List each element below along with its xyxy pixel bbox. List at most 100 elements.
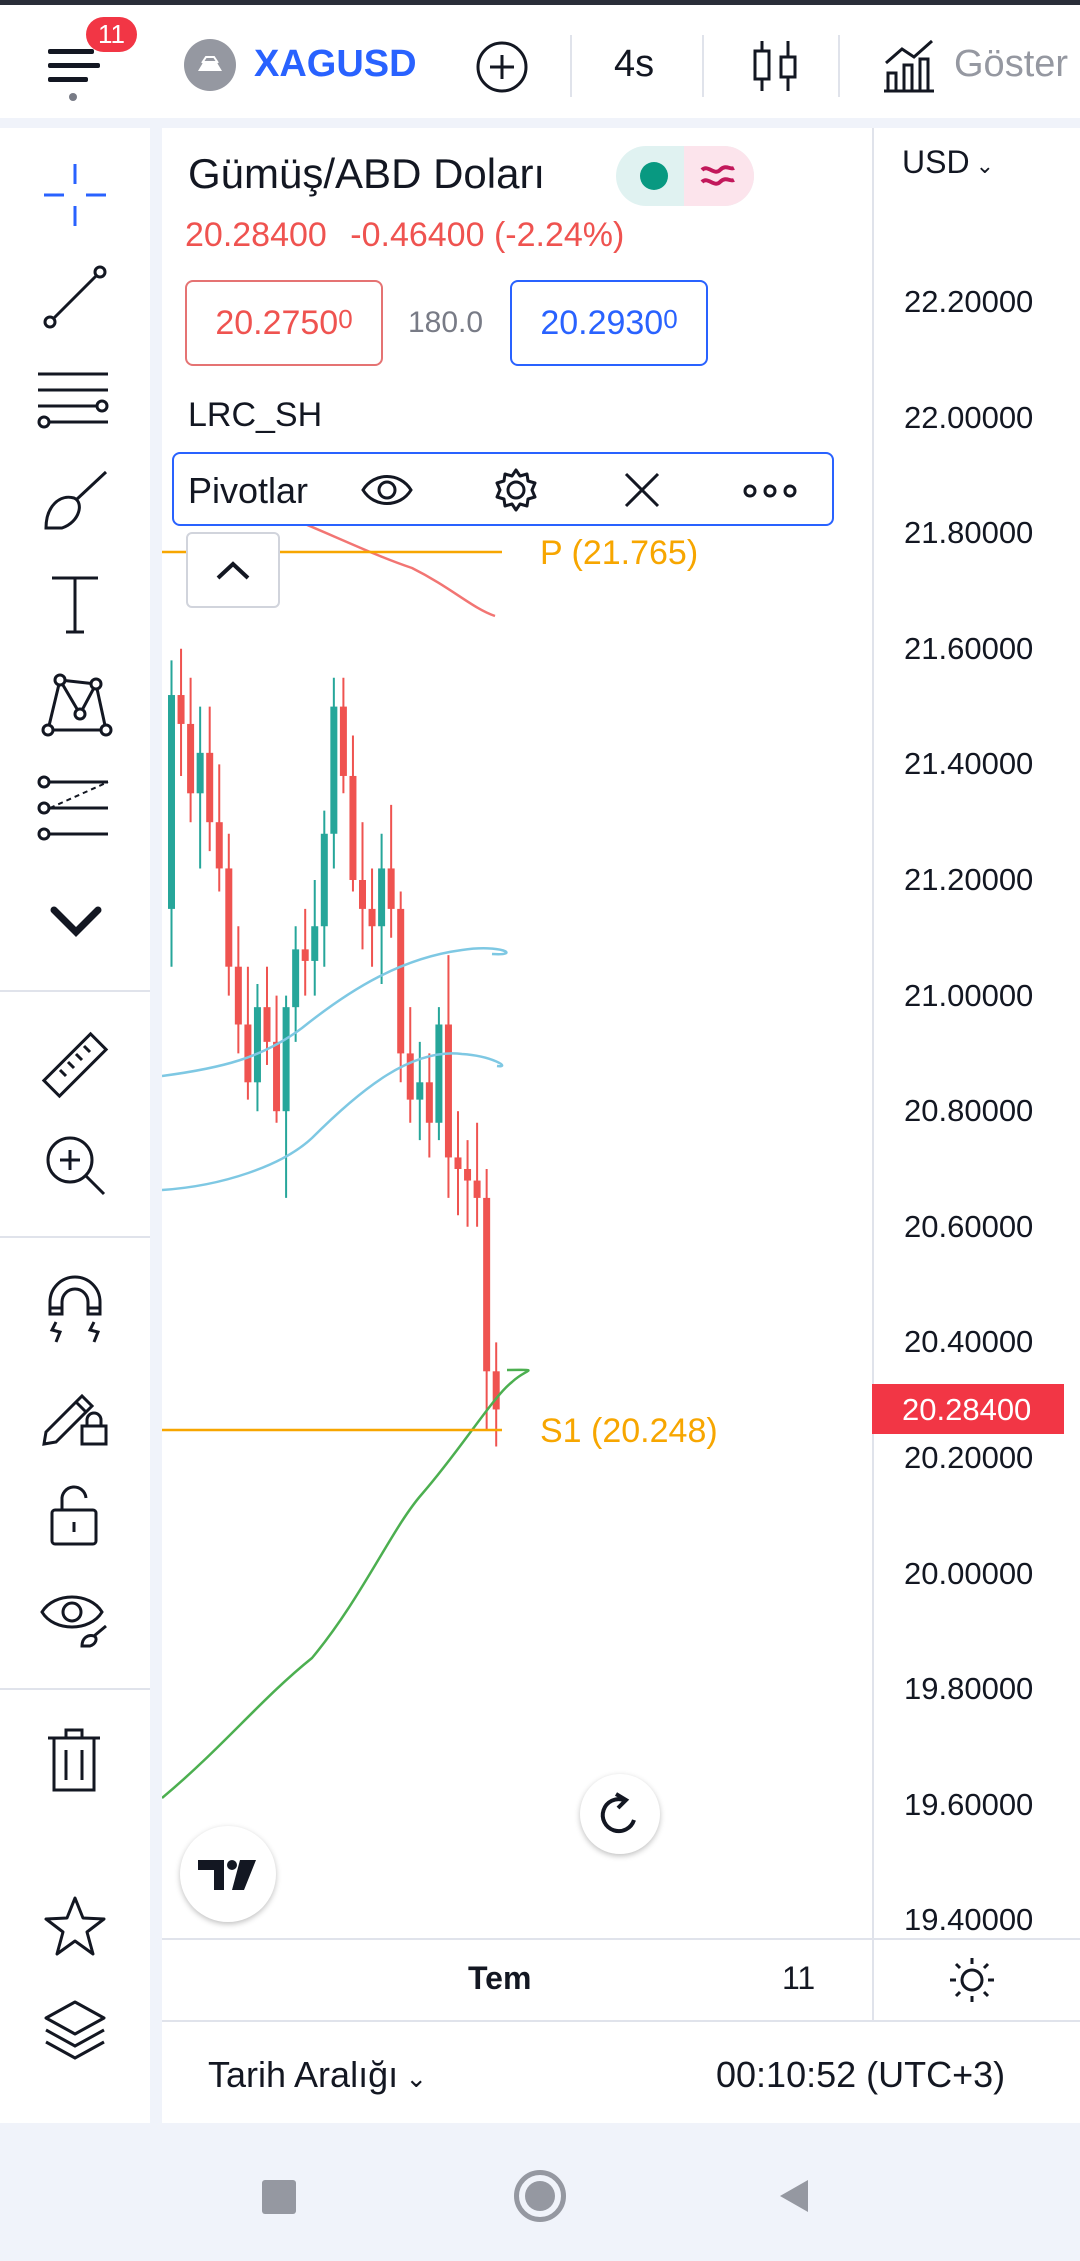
hide-drawings-icon[interactable] <box>38 1582 112 1652</box>
buy-button[interactable]: 20.2930 0 <box>510 280 708 366</box>
date-range-selector[interactable]: Tarih Aralığı ⌄ <box>208 2054 427 2096</box>
top-toolbar: 11 XAGUSD 4s Göster <box>0 0 1080 118</box>
candle-body <box>292 949 300 1008</box>
interval-selector[interactable]: 4s <box>614 43 655 85</box>
pivot-s1-label: S1 (20.248) <box>540 1412 718 1450</box>
candle-body <box>349 775 357 880</box>
study-label[interactable]: LRC_SH <box>188 396 323 434</box>
candle-body <box>244 1024 252 1083</box>
fib-retracement-icon[interactable] <box>36 364 112 434</box>
layers-icon[interactable] <box>42 1996 108 2062</box>
indicators-icon[interactable] <box>880 37 938 95</box>
crosshair-icon[interactable] <box>40 160 110 230</box>
lock-drawing-icon[interactable] <box>38 1376 112 1450</box>
menu-icon[interactable] <box>40 35 110 105</box>
price-axis-label: 21.80000 <box>904 515 1034 551</box>
candle-body <box>225 868 233 967</box>
price-axis-label: 20.80000 <box>904 1093 1034 1129</box>
candle-body <box>215 822 223 869</box>
system-navigation-bar <box>0 2130 1080 2261</box>
candles-icon[interactable] <box>746 35 806 97</box>
back-icon[interactable] <box>774 2176 814 2216</box>
symbol-selector[interactable]: XAGUSD <box>254 43 417 85</box>
prediction-icon[interactable] <box>36 772 112 842</box>
reset-chart-button[interactable] <box>580 1774 660 1854</box>
price-axis-label: 22.00000 <box>904 399 1034 435</box>
price-axis-label: 21.60000 <box>904 630 1034 666</box>
text-tool-icon[interactable] <box>40 568 110 638</box>
sell-button[interactable]: 20.2750 0 <box>185 280 383 366</box>
lower-band-line <box>162 1052 504 1192</box>
candle-body <box>397 908 405 1054</box>
study-name: Pivotlar <box>188 470 309 511</box>
recents-icon[interactable] <box>262 2180 296 2214</box>
candle-body <box>406 1053 414 1100</box>
lock-icon[interactable] <box>44 1480 104 1550</box>
candle-body <box>206 752 214 823</box>
close-icon[interactable] <box>620 468 664 512</box>
candle-body <box>378 868 386 927</box>
time-axis[interactable]: Tem 11 <box>162 1938 1080 2020</box>
candle-body <box>435 1024 443 1123</box>
price-chart[interactable] <box>162 128 872 1938</box>
time-label-month: Tem <box>468 1960 532 1996</box>
candle-body <box>330 706 338 834</box>
candle-body <box>234 966 242 1025</box>
candle-body <box>168 695 175 909</box>
magnet-icon[interactable] <box>40 1274 110 1348</box>
buy-price: 20.2930 <box>540 303 664 342</box>
zoom-in-icon[interactable] <box>40 1130 110 1200</box>
bottom-toolbar: Tarih Aralığı ⌄ 00:10:52 (UTC+3) <box>162 2020 1080 2123</box>
candle-body <box>301 949 309 961</box>
candle-body <box>483 1197 491 1372</box>
price-axis[interactable]: USD ⌄ 22.20000 22.00000 21.80000 21.60000 21… <box>872 128 1080 1938</box>
eye-icon[interactable] <box>360 466 414 514</box>
star-icon[interactable] <box>42 1894 108 1960</box>
price-change: -0.46400 <box>350 216 485 254</box>
ruler-icon[interactable] <box>38 1028 112 1102</box>
sell-price-digit: 0 <box>338 303 353 334</box>
price-axis-label: 19.80000 <box>904 1671 1034 1707</box>
current-price-marker: 20.28400 <box>872 1384 1064 1434</box>
symbol-title: Gümüş/ABD Doları <box>188 150 546 197</box>
price-axis-label: 21.00000 <box>904 977 1034 1013</box>
price-change-pct: (-2.24%) <box>493 216 625 254</box>
brush-icon[interactable] <box>40 466 114 536</box>
trash-icon[interactable] <box>44 1726 104 1796</box>
currency-selector[interactable]: USD ⌄ <box>902 144 994 181</box>
chevron-down-icon[interactable] <box>46 898 106 944</box>
candle-body <box>311 926 319 961</box>
status-pill <box>616 146 754 206</box>
delay-icon <box>684 146 754 206</box>
price-axis-label: 20.40000 <box>904 1324 1034 1360</box>
time-label-day: 11 <box>782 1960 816 1996</box>
pattern-icon[interactable] <box>40 668 114 742</box>
price-change-row: 20.28400 -0.46400 (-2.24%) <box>185 216 624 255</box>
price-axis-label: 19.40000 <box>904 1902 1034 1938</box>
candle-body <box>387 868 395 909</box>
home-icon[interactable] <box>514 2170 566 2222</box>
candle-body <box>473 1180 481 1198</box>
price-axis-label: 22.20000 <box>904 284 1034 319</box>
candle-body <box>368 908 376 927</box>
gear-icon[interactable] <box>492 466 540 514</box>
price-axis-label: 20.00000 <box>904 1555 1034 1591</box>
collapse-legend-button[interactable] <box>186 532 280 608</box>
tradingview-logo[interactable] <box>180 1826 276 1922</box>
chevron-up-icon <box>216 561 250 580</box>
more-icon[interactable] <box>740 476 800 506</box>
trend-line-icon[interactable] <box>40 262 110 332</box>
date-range-label: Tarih Aralığı <box>208 2054 399 2095</box>
add-symbol-icon[interactable] <box>472 37 532 97</box>
refresh-icon <box>600 1792 636 1834</box>
clock-timezone[interactable]: 00:10:52 (UTC+3) <box>716 2054 1006 2095</box>
candle-body <box>273 1041 281 1112</box>
drawing-toolbar <box>0 128 150 2123</box>
pivot-p-label: P (21.765) <box>540 534 699 572</box>
candle-body <box>253 1007 261 1083</box>
candle-body <box>359 880 366 909</box>
spread-value: 180.0 <box>408 306 484 339</box>
indicators-button[interactable]: Göster <box>954 43 1069 85</box>
candle-body <box>263 1007 271 1042</box>
sun-icon[interactable] <box>948 1956 996 2004</box>
